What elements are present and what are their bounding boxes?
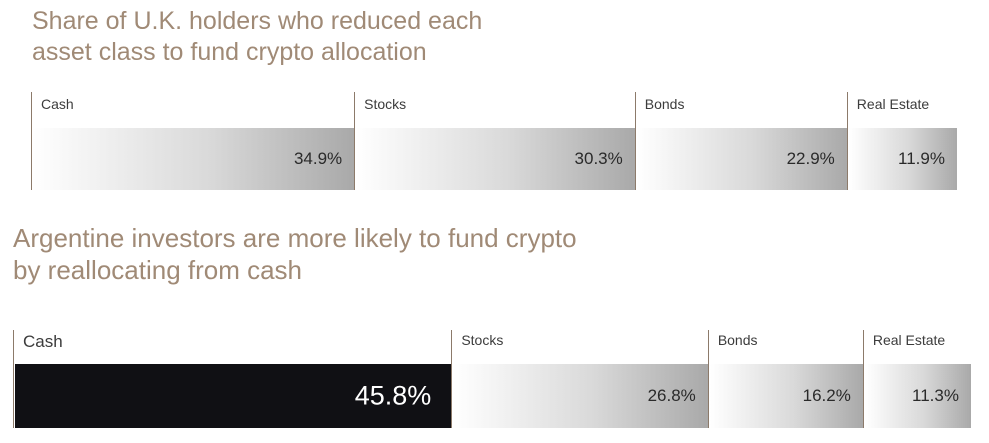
segment-bonds: Bonds 22.9% bbox=[634, 92, 847, 190]
category-label-stocks: Stocks bbox=[461, 332, 504, 348]
bar-stocks: 26.8% bbox=[453, 364, 708, 428]
uk-chart-title: Share of U.K. holders who reduced each a… bbox=[32, 7, 483, 66]
category-label-real-estate: Real Estate bbox=[856, 96, 930, 112]
category-label-real-estate: Real Estate bbox=[872, 332, 946, 348]
value-label-stocks: 26.8% bbox=[647, 386, 696, 405]
bar-bonds: 16.2% bbox=[709, 364, 863, 428]
segment-stocks: Stocks 26.8% bbox=[451, 330, 708, 428]
segment-stocks: Stocks 30.3% bbox=[354, 92, 635, 190]
segment-cash: Cash 34.9% bbox=[31, 92, 355, 190]
segment-bonds: Bonds 16.2% bbox=[707, 330, 863, 428]
category-label-cash: Cash bbox=[41, 96, 74, 112]
category-label-cash: Cash bbox=[23, 332, 63, 351]
value-label-cash: 34.9% bbox=[293, 149, 343, 168]
bar-bonds: 22.9% bbox=[636, 128, 847, 190]
bar-real-estate: 11.3% bbox=[864, 364, 971, 428]
value-label-bonds: 22.9% bbox=[786, 149, 835, 168]
bar-cash: 45.8% bbox=[15, 364, 452, 428]
argentina-chart-title: Argentine investors are more likely to f… bbox=[13, 223, 577, 285]
segment-real-estate: Real Estate 11.9% bbox=[846, 92, 957, 190]
segment-real-estate: Real Estate 11.3% bbox=[862, 330, 971, 428]
value-label-cash: 45.8% bbox=[354, 380, 432, 411]
uk-stacked-bar: Cash 34.9% Stocks 30.3% Bonds 22.9% Real Estat… bbox=[31, 92, 957, 190]
bar-cash: 34.9% bbox=[33, 128, 355, 190]
argentina-stacked-bar: Cash 45.8% Stocks 26.8% Bonds 16.2% Real Estat… bbox=[13, 330, 971, 428]
bar-stocks: 30.3% bbox=[356, 128, 635, 190]
bar-real-estate: 11.9% bbox=[848, 128, 957, 190]
category-label-bonds: Bonds bbox=[717, 332, 758, 348]
value-label-stocks: 30.3% bbox=[574, 149, 623, 168]
category-label-stocks: Stocks bbox=[364, 96, 407, 112]
value-label-bonds: 16.2% bbox=[802, 386, 851, 405]
category-label-bonds: Bonds bbox=[644, 96, 685, 112]
segment-cash: Cash 45.8% bbox=[13, 330, 452, 428]
value-label-real-estate: 11.3% bbox=[912, 386, 959, 405]
value-label-real-estate: 11.9% bbox=[898, 149, 945, 168]
